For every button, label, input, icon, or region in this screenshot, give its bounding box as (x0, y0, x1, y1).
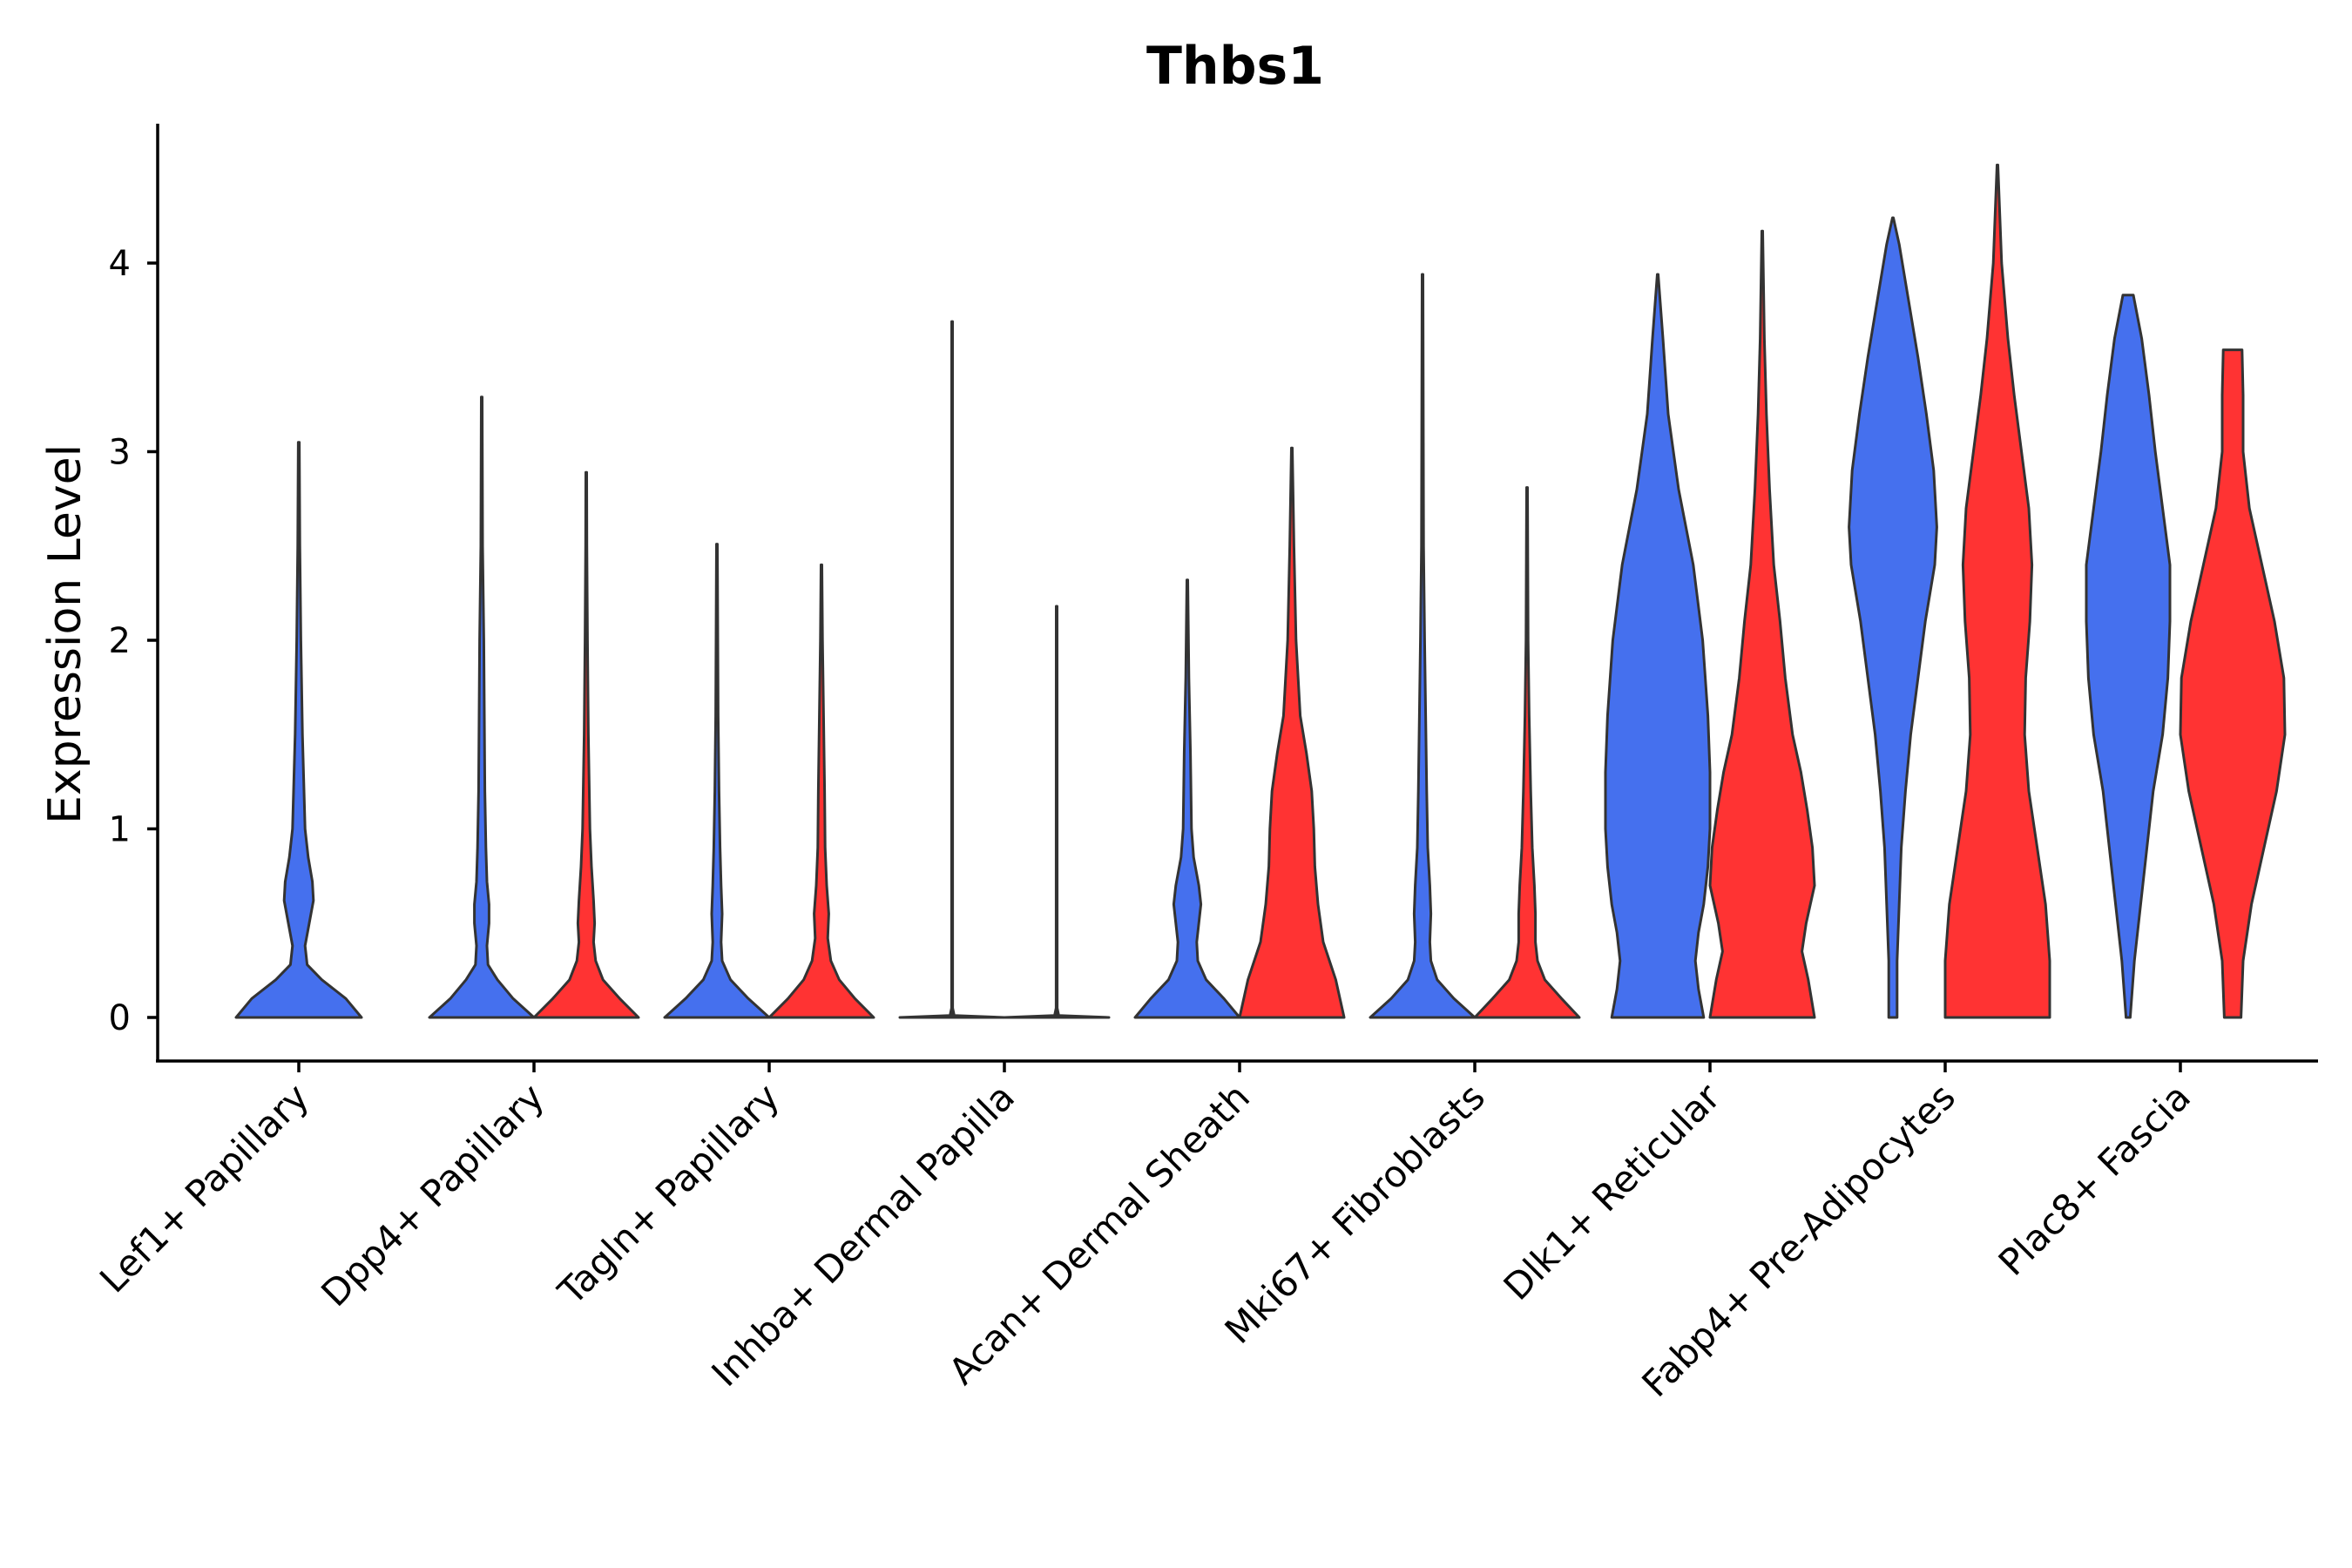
violin-blue (1369, 273, 1477, 1019)
violin-blue (898, 320, 1006, 1019)
x-tick-label: Dlk1+ Reticular (1496, 1075, 1729, 1308)
x-tick-label: Plac8+ Fascia (1990, 1075, 2199, 1283)
violin-red (1943, 163, 2051, 1019)
chart-title: Thbs1 (1146, 36, 1324, 97)
violin-blue (1848, 216, 1938, 1019)
y-tick-label: 2 (109, 621, 131, 661)
violin-red (1003, 605, 1111, 1019)
violin-red (1708, 229, 1816, 1019)
violin-blue (234, 441, 363, 1019)
y-tick-label: 0 (109, 998, 131, 1038)
violin-group (234, 163, 2287, 1019)
x-tick-label: Tagln+ Papillary (550, 1075, 787, 1313)
violin-blue (428, 395, 536, 1019)
y-tick-label: 4 (109, 244, 131, 284)
x-tick-label: Lef1+ Papillary (91, 1075, 317, 1301)
violin-red (1238, 446, 1346, 1019)
y-tick-label: 3 (109, 433, 131, 473)
y-tick-label: 1 (109, 810, 131, 850)
axes (156, 124, 2318, 1063)
x-tick-label: Dpp4+ Papillary (313, 1075, 552, 1315)
violin-red (2179, 348, 2287, 1019)
violin-blue (2085, 294, 2172, 1019)
y-axis-label: Expression Level (39, 444, 91, 824)
violin-blue (663, 543, 771, 1019)
violin-red (767, 563, 875, 1019)
violin-blue (1133, 578, 1241, 1019)
violin-red (1473, 486, 1581, 1019)
violin-blue (1604, 273, 1712, 1019)
y-ticks: 0 1 2 3 4 (109, 244, 158, 1038)
violin-red (532, 470, 640, 1019)
x-tick-label: Mki67+ Fibroblasts (1217, 1075, 1493, 1351)
